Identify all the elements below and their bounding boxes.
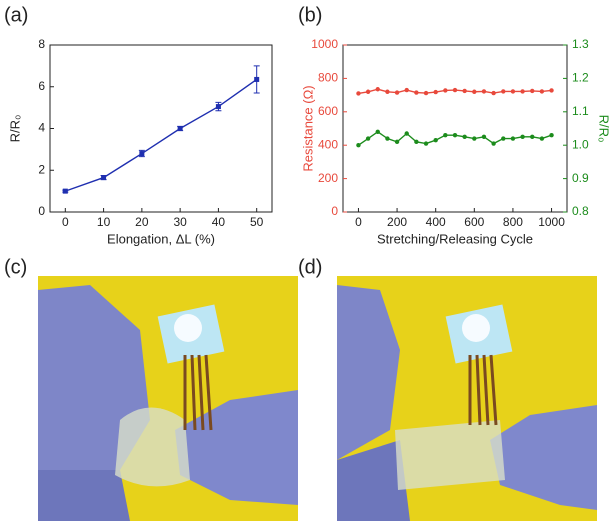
x-axis-label: Elongation, ΔL (%) (107, 231, 215, 246)
y2-tick-label: 1.0 (572, 137, 589, 151)
marker (510, 89, 516, 94)
y-tick-label: 6 (38, 79, 45, 93)
marker (443, 132, 448, 138)
marker (481, 134, 487, 140)
marker (375, 87, 380, 92)
marker (101, 175, 107, 181)
panel-label: (a) (4, 4, 28, 26)
marker (433, 89, 438, 95)
marker (491, 141, 496, 146)
y-tick-label: 8 (38, 37, 45, 51)
marker (394, 90, 400, 95)
panel-label: (d) (298, 256, 322, 278)
marker (481, 89, 487, 94)
marker (501, 89, 506, 94)
y-tick-label: 600 (318, 104, 338, 118)
marker (510, 136, 516, 141)
y2-tick-label: 1.1 (572, 104, 589, 118)
marker (472, 136, 477, 141)
x-tick-label: 1000 (538, 215, 565, 229)
y2-tick-label: 0.9 (572, 171, 589, 185)
marker (254, 76, 260, 82)
marker (177, 126, 183, 131)
marker (385, 136, 390, 141)
y-tick-label: 1000 (311, 37, 338, 51)
marker (375, 129, 380, 135)
x-tick-label: 600 (464, 215, 484, 229)
marker (452, 87, 458, 93)
panel-label: (c) (4, 256, 27, 278)
marker (530, 88, 535, 94)
marker (433, 137, 438, 143)
x-tick-label: 10 (97, 215, 111, 229)
x-tick-label: 800 (503, 215, 523, 229)
marker (215, 104, 221, 110)
marker (404, 131, 409, 136)
marker (62, 188, 68, 194)
y-tick-label: 0 (38, 204, 45, 218)
marker (356, 143, 361, 148)
x-tick-label: 200 (387, 215, 407, 229)
marker (462, 134, 467, 140)
marker (356, 91, 361, 96)
marker (472, 89, 477, 94)
marker (365, 89, 371, 94)
x-tick-label: 0 (355, 215, 362, 229)
y2-tick-label: 1.2 (572, 71, 589, 85)
x-tick-label: 50 (250, 215, 264, 229)
y-axis-label: R/R₀ (7, 115, 22, 143)
marker (414, 90, 419, 95)
marker (404, 87, 409, 93)
y-tick-label: 200 (318, 171, 338, 185)
marker (501, 136, 506, 141)
y-tick-label: 4 (38, 121, 45, 135)
marker (365, 136, 371, 141)
series-line (65, 78, 258, 192)
x-tick-label: 30 (173, 215, 187, 229)
panel-label: (b) (298, 4, 322, 26)
y-tick-label: 2 (38, 162, 45, 176)
marker (549, 132, 554, 138)
marker (520, 89, 525, 94)
y2-axis-label: R/R₀ (597, 115, 611, 143)
marker (423, 141, 429, 146)
marker (539, 136, 545, 141)
x-tick-label: 400 (426, 215, 446, 229)
marker (414, 139, 419, 145)
plot-frame (342, 44, 568, 213)
marker (530, 134, 535, 140)
marker (462, 88, 467, 94)
y-tick-label: 800 (318, 71, 338, 85)
y2-tick-label: 1.3 (572, 37, 589, 51)
photo (38, 276, 298, 521)
marker (423, 90, 429, 96)
y2-tick-label: 0.8 (572, 204, 589, 218)
x-axis-label: Stretching/Releasing Cycle (377, 231, 533, 246)
marker (491, 90, 496, 96)
marker (520, 134, 525, 140)
y-axis-label: Resistance (Ω) (300, 85, 315, 171)
marker (385, 89, 390, 94)
plot-frame (49, 44, 273, 213)
marker (549, 88, 554, 93)
y-tick-label: 0 (331, 204, 338, 218)
y-tick-label: 400 (318, 137, 338, 151)
marker (394, 139, 400, 145)
marker (539, 89, 545, 94)
x-tick-label: 0 (62, 215, 69, 229)
marker (452, 132, 458, 138)
x-tick-label: 40 (212, 215, 226, 229)
marker (443, 88, 448, 93)
marker (139, 151, 145, 157)
photo (337, 276, 597, 521)
x-tick-label: 20 (135, 215, 149, 229)
